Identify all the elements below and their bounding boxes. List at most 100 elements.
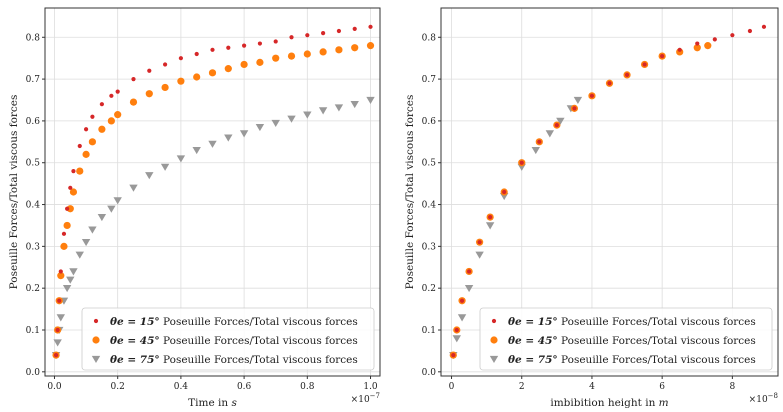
data-point <box>68 185 73 190</box>
data-point <box>485 222 495 230</box>
x-tick-label: 8 <box>729 382 735 392</box>
data-point <box>303 111 312 119</box>
data-point <box>60 242 68 250</box>
data-point <box>531 147 540 155</box>
data-point <box>272 54 280 62</box>
x-multiplier-label: ×10−8 <box>749 392 778 405</box>
series-s15 <box>53 24 373 358</box>
ticks: 0.0 0.2 0.4 0.6 0.8 1.0 0.0 0.1 0.2 0.3 0.4 0.5 0.6 0… <box>26 33 378 392</box>
data-point <box>537 139 542 144</box>
data-point <box>457 314 467 322</box>
series-s15 <box>451 24 767 358</box>
data-point <box>75 251 84 259</box>
y-tick-label: 0.1 <box>26 326 40 336</box>
x-axis-label: imbibition height in m <box>550 397 668 409</box>
data-point <box>98 125 106 133</box>
data-point <box>62 285 72 293</box>
data-point <box>88 226 97 234</box>
legend-entry-label: θe = 15° Poseuille Forces/Total viscous … <box>110 316 358 328</box>
x-tick-label: 0.2 <box>111 382 125 392</box>
data-point <box>466 269 472 274</box>
data-point <box>695 41 700 46</box>
data-point <box>69 268 78 276</box>
data-point <box>350 101 359 109</box>
data-point <box>572 106 577 111</box>
data-point <box>459 298 465 303</box>
data-point <box>114 111 122 119</box>
data-point <box>194 51 199 57</box>
y-tick-label: 0.2 <box>422 284 436 294</box>
data-point <box>224 134 233 142</box>
y-tick-label: 0.8 <box>26 33 41 43</box>
data-point <box>109 93 114 98</box>
y-tick-label: 0.1 <box>422 326 436 336</box>
y-tick-label: 0.7 <box>26 75 41 85</box>
data-point <box>83 127 89 132</box>
data-point <box>519 160 524 165</box>
chart-right: 0 2 4 6 8 0.0 0.1 0.2 0.3 0.4 0.5 0.6 0.7 0.8 ×10−8 imb… <box>404 7 779 409</box>
data-point <box>624 72 630 78</box>
data-point <box>242 43 247 48</box>
data-point <box>452 335 461 343</box>
data-point <box>730 33 735 38</box>
data-point <box>321 30 326 36</box>
data-point <box>145 172 154 180</box>
data-point <box>131 76 136 82</box>
data-point <box>53 339 62 347</box>
axes-frame <box>440 7 779 377</box>
data-point <box>81 239 91 247</box>
x-multiplier-label: ×10−7 <box>351 392 380 405</box>
data-point <box>336 28 342 34</box>
y-axis-label: Poseuille Forces/Total viscous forces <box>8 95 20 290</box>
data-point <box>82 150 90 158</box>
data-point <box>761 24 767 29</box>
data-point <box>147 68 152 73</box>
data-point <box>712 37 717 42</box>
legend-entry-label: θe = 45° Poseuille Forces/Total viscous … <box>508 335 756 347</box>
data-point <box>63 221 71 230</box>
data-point <box>502 189 507 195</box>
data-point <box>334 104 344 112</box>
data-point <box>210 47 215 52</box>
legend-marker <box>489 355 499 363</box>
data-point <box>642 62 647 67</box>
data-point <box>545 130 555 138</box>
legend-marker <box>92 336 100 344</box>
ticks: 0 2 4 6 8 0.0 0.1 0.2 0.3 0.4 0.5 0.6 0.7 0.8 <box>422 33 736 392</box>
data-point <box>256 58 264 66</box>
data-point <box>589 93 595 98</box>
data-point <box>208 69 217 77</box>
x-tick-label: 2 <box>519 382 525 392</box>
data-point <box>113 197 122 205</box>
legend-box <box>81 307 375 371</box>
data-point <box>287 52 296 60</box>
legend-marker <box>93 318 99 324</box>
x-tick-label: 4 <box>589 382 595 392</box>
data-point <box>66 276 75 284</box>
data-point <box>76 167 84 175</box>
data-point <box>57 272 65 280</box>
x-tick-label: 0.6 <box>237 382 252 392</box>
data-point <box>71 168 76 174</box>
data-point <box>107 205 116 213</box>
chart-left: 0.0 0.2 0.4 0.6 0.8 1.0 0.0 0.1 0.2 0.3 0.4 0.5 0.6 0… <box>8 7 381 409</box>
data-point <box>145 90 153 98</box>
data-point <box>607 81 612 86</box>
x-tick-label: 0 <box>449 382 455 392</box>
data-point <box>88 138 97 146</box>
y-tick-label: 0.5 <box>422 159 437 169</box>
data-point <box>368 24 373 29</box>
data-point <box>65 206 70 211</box>
data-point <box>303 50 311 58</box>
data-point <box>351 44 359 52</box>
data-point <box>57 298 62 303</box>
x-axis-label: Time in s <box>188 397 237 409</box>
legend-marker <box>490 336 498 344</box>
data-point <box>193 73 201 81</box>
data-point <box>335 46 343 54</box>
x-tick-label: 6 <box>659 382 665 392</box>
data-point <box>224 65 232 73</box>
y-axis-label: Poseuille Forces/Total viscous forces <box>404 95 416 290</box>
y-tick-label: 0.5 <box>26 159 41 169</box>
